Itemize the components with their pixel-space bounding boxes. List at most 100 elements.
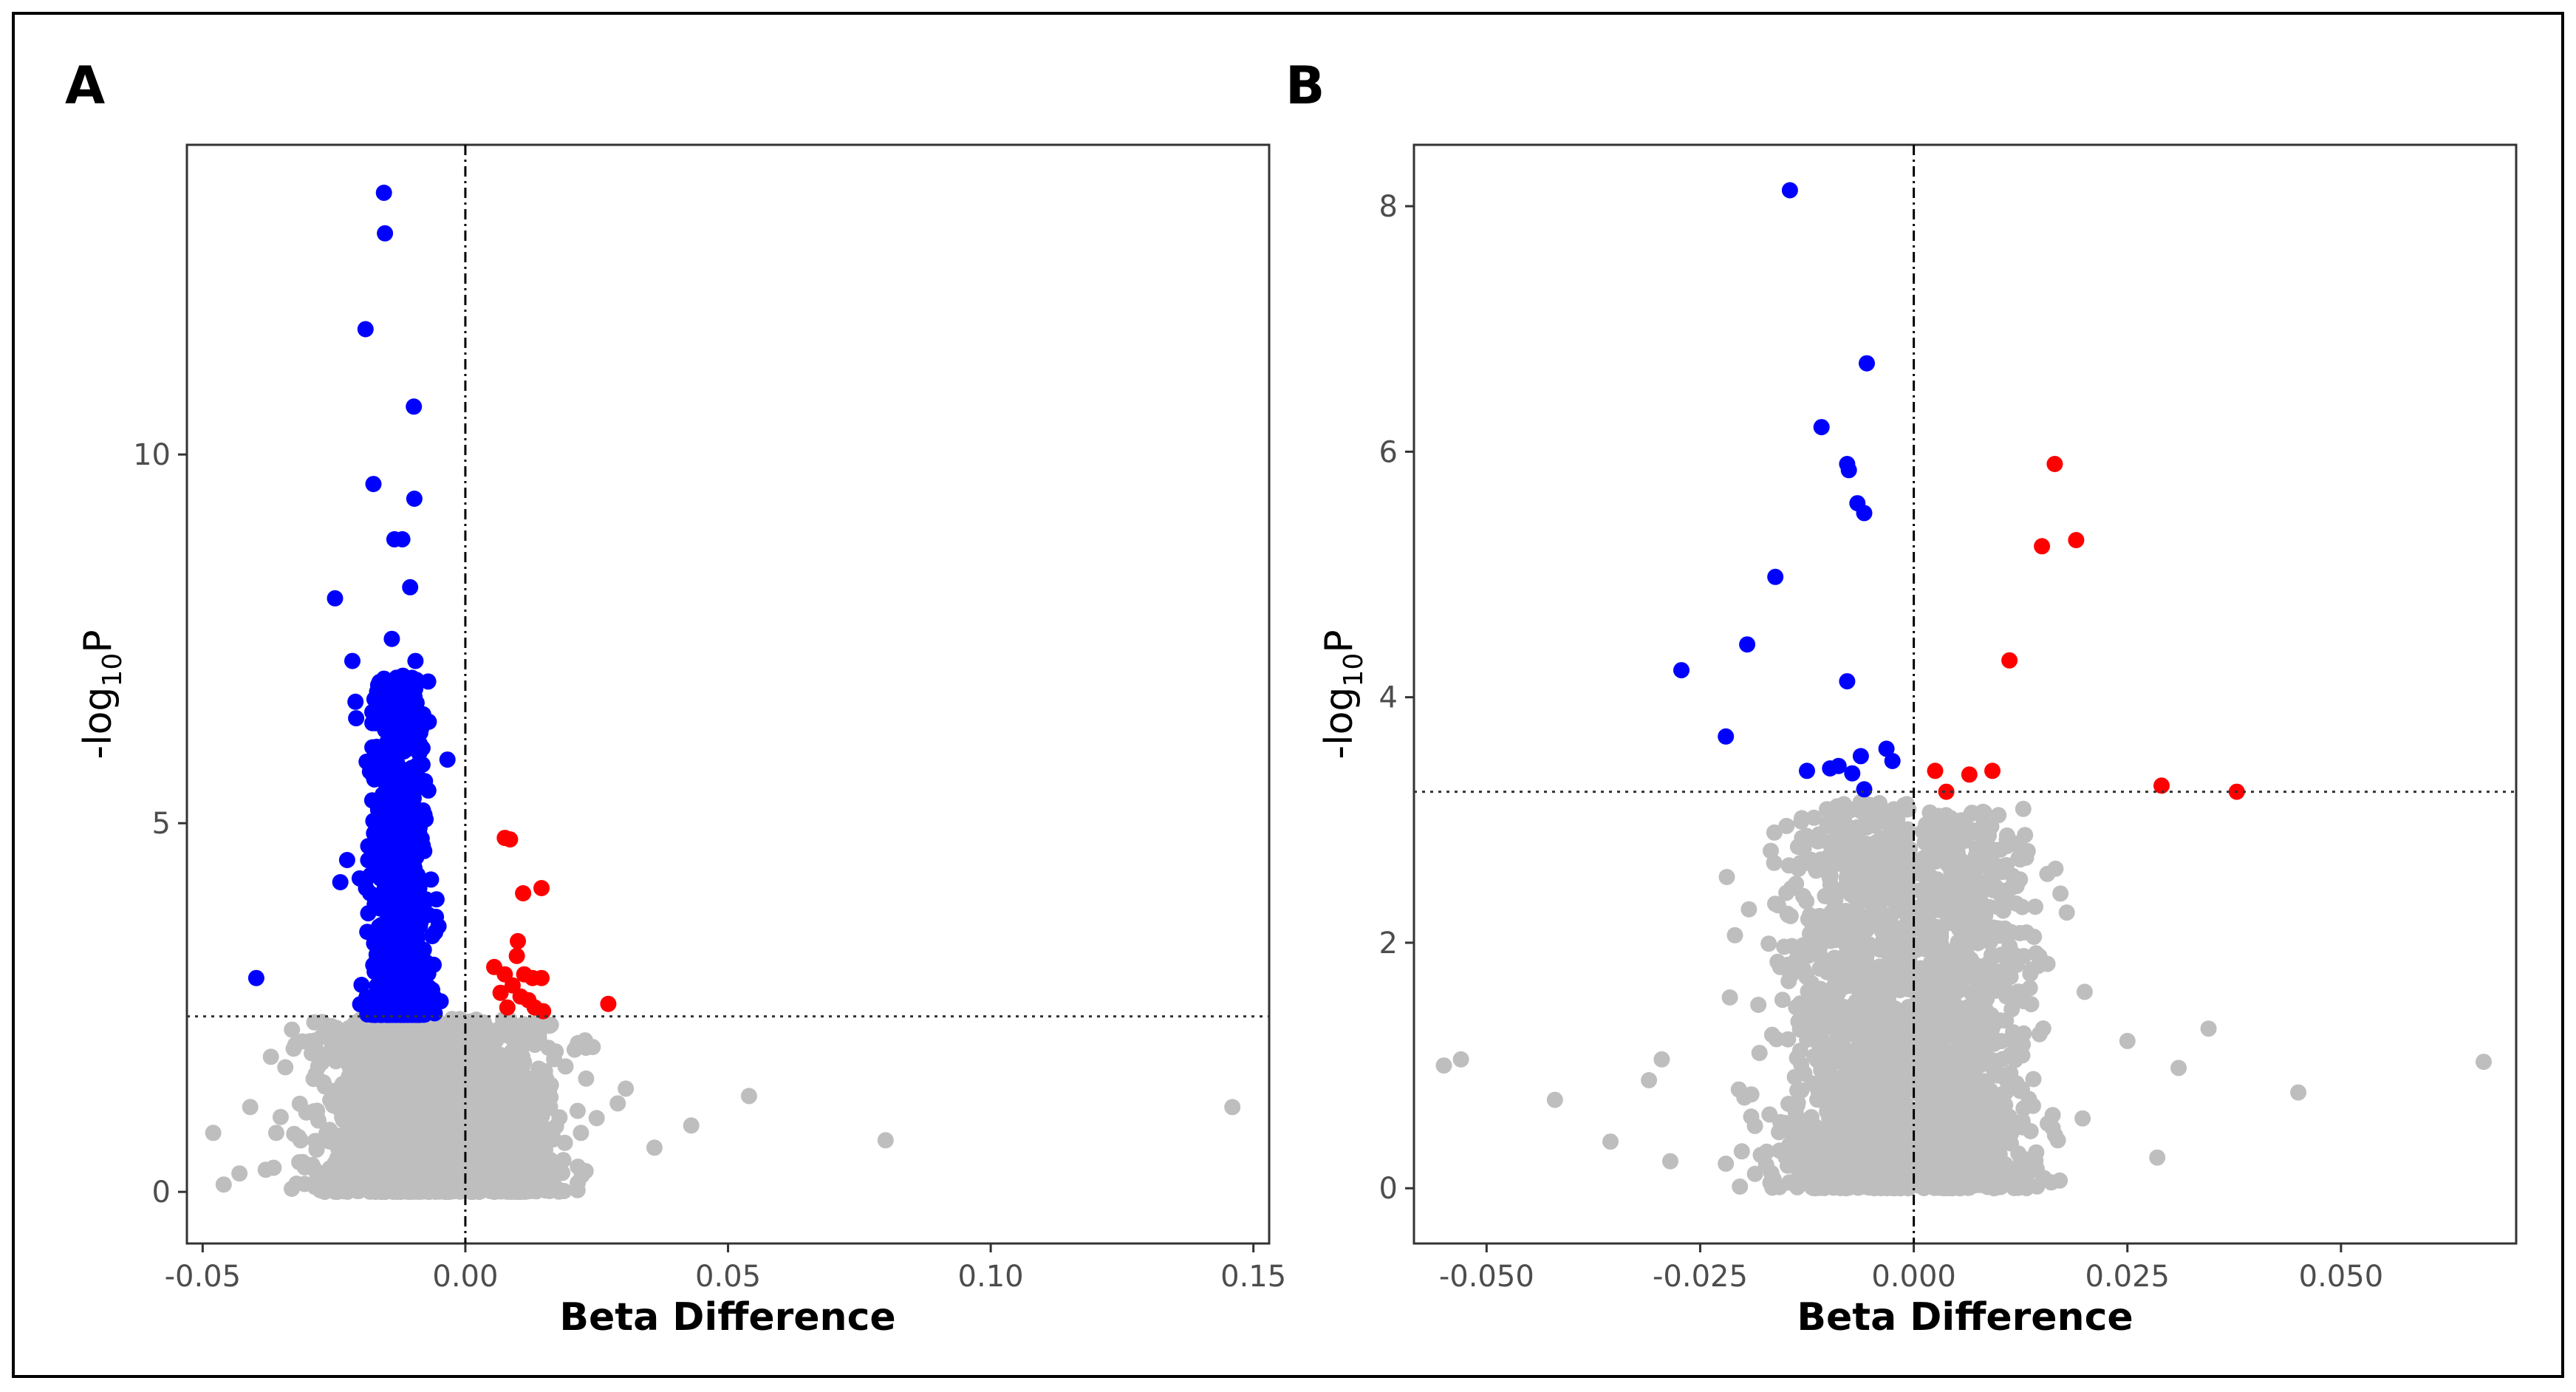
panel-a-not-significant-point xyxy=(366,1040,383,1057)
panel-a-not-significant-point xyxy=(509,1114,526,1131)
panel-b-not-significant-point xyxy=(1776,938,1793,955)
panel-a-not-significant-point xyxy=(474,1059,491,1076)
panel-a-not-significant-point xyxy=(328,1176,345,1193)
panel-a-hypomethylated-point xyxy=(430,918,447,935)
panel-a-hypomethylated-point xyxy=(399,898,416,915)
panel-a-not-significant-point xyxy=(419,1179,436,1196)
panel-b-not-significant-point xyxy=(1779,905,1796,922)
panel-b-not-significant-point xyxy=(1827,850,1844,867)
panel-a-not-significant-point xyxy=(487,1112,504,1129)
panel-a-not-significant-point xyxy=(381,1097,397,1114)
panel-b-not-significant-point xyxy=(1780,1031,1797,1048)
panel-a-not-significant-point xyxy=(448,1048,465,1065)
panel-a-hypermethylated-point xyxy=(499,999,516,1016)
panel-a-not-significant-point xyxy=(504,1043,520,1060)
panel-a-hypomethylated-point xyxy=(360,838,377,855)
panel-b-not-significant-point xyxy=(2035,1020,2051,1037)
panel-a-not-significant-point xyxy=(555,1152,572,1169)
panel-b-not-significant-point xyxy=(1887,939,1904,956)
panel-a-hypomethylated-point xyxy=(348,710,365,727)
panel-b-not-significant-point xyxy=(1862,796,1879,813)
panel-a-y-tick-label: 10 xyxy=(133,438,171,472)
panel-b-not-significant-point xyxy=(1860,1156,1877,1173)
panel-a-not-significant-point xyxy=(417,1024,434,1041)
panel-b-not-significant-point xyxy=(1865,858,1882,875)
panel-a-not-significant-point xyxy=(284,1021,301,1038)
panel-a-not-significant-point xyxy=(541,1017,558,1034)
panel-b-not-significant-point xyxy=(1769,953,1786,970)
panel-b-not-significant-point xyxy=(1871,1082,1888,1099)
panel-a-x-tick-label: 0.05 xyxy=(695,1260,761,1294)
panel-a-not-significant-point xyxy=(618,1080,635,1097)
panel-b-not-significant-point xyxy=(1873,808,1890,825)
panel-b-not-significant-point xyxy=(1790,860,1807,877)
panel-a-not-significant-point xyxy=(341,1073,358,1090)
panel-a-not-significant-point xyxy=(491,1021,508,1038)
panel-a-not-significant-point xyxy=(306,1103,323,1119)
panel-b-not-significant-point xyxy=(1846,921,1862,938)
panel-b-not-significant-point xyxy=(1885,1038,1902,1055)
panel-a-not-significant-point xyxy=(397,1080,414,1097)
panel-a-hypomethylated-point xyxy=(397,959,414,976)
panel-b-not-significant-point xyxy=(2027,898,2043,915)
panel-a-not-significant-point xyxy=(284,1181,300,1197)
panel-a-hypomethylated-point xyxy=(363,792,380,809)
panel-a-hypomethylated-point xyxy=(403,862,420,878)
panel-b-not-significant-point xyxy=(1802,1027,1819,1044)
panel-a-not-significant-point xyxy=(485,1152,502,1169)
panel-a-x-axis-title: Beta Difference xyxy=(559,1295,895,1340)
panel-b-not-significant-point xyxy=(1721,989,1738,1006)
panel-a-not-significant-point xyxy=(367,1026,384,1043)
panel-a-hypermethylated-point xyxy=(533,969,550,986)
panel-a-hypomethylated-point xyxy=(247,969,264,986)
panel-b-not-significant-point xyxy=(2074,1110,2091,1127)
panel-a-not-significant-point xyxy=(517,1147,534,1164)
panel-a-not-significant-point xyxy=(468,1011,485,1028)
panel-a-not-significant-point xyxy=(326,1082,343,1099)
panel-a-not-significant-point xyxy=(262,1048,279,1065)
panel-a-hypomethylated-point xyxy=(344,652,361,669)
panel-a-hypomethylated-point xyxy=(377,225,394,242)
panel-b-not-significant-point xyxy=(1726,927,1743,944)
panel-a-not-significant-point xyxy=(418,1056,435,1073)
panel-a-hypermethylated-point xyxy=(515,885,532,901)
panel-a-not-significant-point xyxy=(415,1147,432,1164)
panel-a-not-significant-point xyxy=(327,1020,344,1037)
panel-a-not-significant-point xyxy=(291,1154,308,1170)
panel-a-not-significant-point xyxy=(646,1139,663,1156)
panel-b-not-significant-point xyxy=(1762,1174,1779,1191)
panel-b-not-significant-point xyxy=(1862,969,1879,986)
panel-a-hypomethylated-point xyxy=(347,693,364,710)
panel-a-hypomethylated-point xyxy=(395,781,412,797)
panel-a-not-significant-point xyxy=(417,1124,434,1141)
panel-a-not-significant-point xyxy=(474,1028,491,1045)
panel-a-not-significant-point xyxy=(327,1155,344,1172)
panel-b-not-significant-point xyxy=(1811,940,1828,956)
panel-a-not-significant-point xyxy=(461,1110,478,1127)
panel-a-not-significant-point xyxy=(436,1090,453,1107)
panel-b-not-significant-point xyxy=(1896,887,1913,904)
panel-b-not-significant-point xyxy=(2008,895,2025,912)
panel-a-hypomethylated-point xyxy=(364,703,380,720)
panel-b-not-significant-point xyxy=(2022,966,2039,982)
panel-a-not-significant-point xyxy=(391,1160,407,1177)
panel-b-not-significant-point xyxy=(1891,862,1908,878)
panel-a-hypomethylated-point xyxy=(406,398,423,415)
panel-a-hypomethylated-point xyxy=(365,476,382,493)
panel-a-not-significant-point xyxy=(358,1149,374,1166)
panel-b-not-significant-point xyxy=(1758,1143,1775,1160)
panel-a-not-significant-point xyxy=(308,1141,325,1158)
panel-a-not-significant-point xyxy=(569,1102,586,1119)
panel-b-not-significant-point xyxy=(1718,869,1735,885)
panel-a-not-significant-point xyxy=(306,1014,323,1031)
panel-b-not-significant-point xyxy=(1885,1153,1902,1170)
panel-a-hypomethylated-point xyxy=(357,321,374,338)
panel-a-hypomethylated-point xyxy=(396,918,413,935)
panel-a-label: A xyxy=(65,55,105,116)
panel-a-hypomethylated-point xyxy=(332,874,349,890)
panel-a-hypomethylated-point xyxy=(372,1006,389,1023)
panel-b-not-significant-point xyxy=(1740,901,1757,918)
panel-b-not-significant-point xyxy=(1887,847,1904,864)
panel-a-not-significant-point xyxy=(578,1070,595,1087)
